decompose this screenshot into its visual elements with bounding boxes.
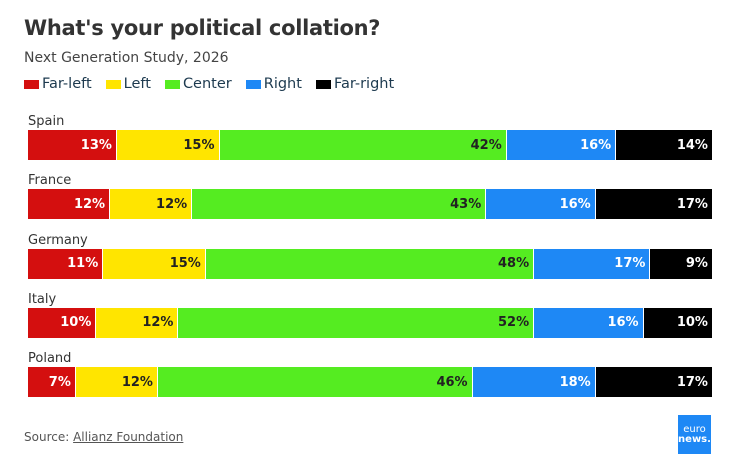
bar-segment-center: 46% (157, 367, 473, 398)
bar-row: 11% 15% 48% 17% 9% (28, 248, 712, 279)
bar-segment-right: 17% (534, 248, 651, 279)
bar-segment-center: 42% (219, 130, 507, 160)
bar-segment-right: 16% (534, 307, 644, 338)
legend-swatch (315, 79, 331, 89)
logo-line1: euro (683, 423, 706, 435)
bar-segment-center: 43% (192, 189, 487, 220)
bar-segment-left: 15% (116, 130, 220, 160)
bar-segment-far-right: 9% (650, 248, 712, 279)
bar-segment-far-right: 17% (595, 189, 712, 220)
legend-item-center: Center (164, 76, 232, 92)
country-label: Poland (28, 351, 72, 367)
country-label: Germany (28, 232, 88, 248)
legend: Far-left Left Center Right Far-right (24, 76, 394, 92)
legend-item-far-left: Far-left (24, 76, 92, 92)
bar-segment-far-left: 12% (28, 189, 111, 220)
logo-line2: news. (678, 433, 711, 445)
bar-row: 7% 12% 46% 18% 17% (28, 367, 712, 398)
source-link[interactable]: Allianz Foundation (73, 430, 184, 444)
legend-label: Center (182, 76, 232, 92)
country-label: Italy (28, 291, 57, 307)
bar-segment-right: 16% (506, 130, 617, 160)
bar-segment-far-left: 13% (28, 130, 117, 160)
chart-subtitle: Next Generation Study, 2026 (24, 50, 229, 66)
legend-swatch (245, 79, 261, 89)
source-label: Source: (24, 430, 70, 444)
bar-segment-far-left: 10% (28, 307, 97, 338)
legend-item-right: Right (245, 76, 302, 92)
bar-segment-left: 12% (110, 189, 193, 220)
bar-segment-far-left: 7% (28, 367, 76, 398)
bar-segment-center: 48% (205, 248, 535, 279)
bar-row: 13% 15% 42% 16% 14% (28, 130, 712, 160)
legend-swatch (24, 79, 39, 89)
bar-segment-right: 16% (486, 189, 596, 220)
bar-row: 10% 12% 52% 16% 10% (28, 307, 712, 338)
bar-segment-far-right: 14% (616, 130, 712, 160)
legend-label: Right (263, 76, 302, 92)
legend-label: Left (123, 76, 151, 92)
bar-segment-right: 18% (472, 367, 596, 398)
legend-swatch (105, 79, 121, 89)
source: Source: Allianz Foundation (24, 430, 183, 444)
bar-segment-left: 15% (103, 248, 206, 279)
legend-item-left: Left (105, 76, 151, 92)
euronews-logo: euro news. (678, 415, 711, 454)
bar-segment-far-right: 10% (643, 307, 712, 338)
legend-swatch (164, 79, 180, 89)
bar-segment-left: 12% (96, 307, 179, 338)
chart-title: What's your political collation? (24, 16, 381, 40)
bar-row: 12% 12% 43% 16% 17% (28, 189, 712, 220)
country-label: Spain (28, 114, 65, 129)
bar-segment-left: 12% (75, 367, 158, 398)
country-label: France (28, 173, 72, 189)
legend-label: Far-right (333, 76, 395, 92)
bar-segment-center: 52% (178, 307, 535, 338)
legend-label: Far-left (42, 76, 92, 92)
bar-segment-far-right: 17% (595, 367, 712, 398)
bar-segment-far-left: 11% (28, 248, 104, 279)
legend-item-far-right: Far-right (315, 76, 395, 92)
